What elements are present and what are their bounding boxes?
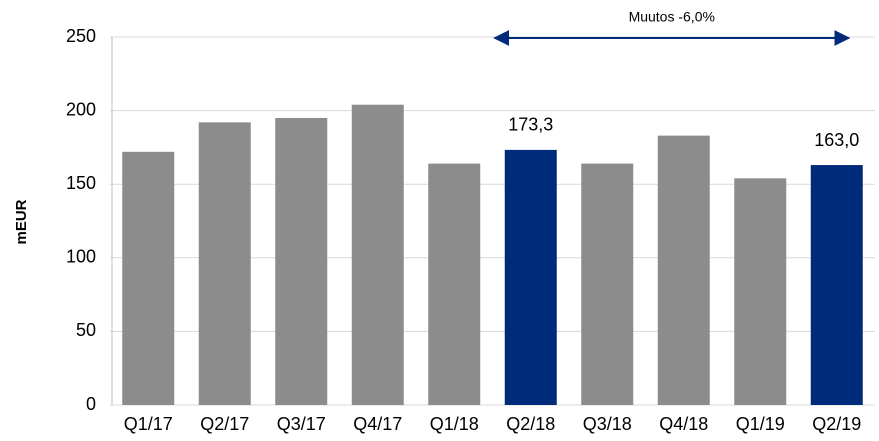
x-tick-label: Q2/18 bbox=[506, 414, 555, 434]
bar bbox=[734, 178, 787, 405]
x-tick-label: Q4/18 bbox=[659, 414, 708, 434]
bar bbox=[581, 163, 634, 405]
y-axis-label: mEUR bbox=[13, 199, 30, 244]
bar bbox=[657, 135, 710, 405]
value-label: 163,0 bbox=[814, 130, 859, 150]
x-tick-label: Q1/18 bbox=[430, 414, 479, 434]
bar bbox=[198, 122, 251, 405]
x-tick-label: Q3/17 bbox=[277, 414, 326, 434]
x-tick-label: Q4/17 bbox=[353, 414, 402, 434]
bar bbox=[351, 104, 404, 405]
value-label: 173,3 bbox=[508, 115, 553, 135]
y-tick-label: 250 bbox=[66, 26, 96, 46]
x-tick-label: Q2/19 bbox=[812, 414, 861, 434]
y-tick-label: 100 bbox=[66, 247, 96, 267]
x-tick-label: Q1/19 bbox=[736, 414, 785, 434]
x-tick-label: Q3/18 bbox=[583, 414, 632, 434]
y-tick-label: 0 bbox=[86, 394, 96, 414]
x-tick-label: Q1/17 bbox=[124, 414, 173, 434]
y-tick-label: 200 bbox=[66, 99, 96, 119]
bar bbox=[428, 163, 481, 405]
bar bbox=[122, 151, 175, 405]
x-tick-label: Q2/17 bbox=[200, 414, 249, 434]
y-tick-label: 150 bbox=[66, 173, 96, 193]
y-tick-label: 50 bbox=[76, 320, 96, 340]
annotation: Muutos -6,0% bbox=[629, 9, 715, 25]
bar bbox=[810, 165, 863, 405]
bar bbox=[504, 149, 557, 405]
bar bbox=[275, 117, 328, 406]
